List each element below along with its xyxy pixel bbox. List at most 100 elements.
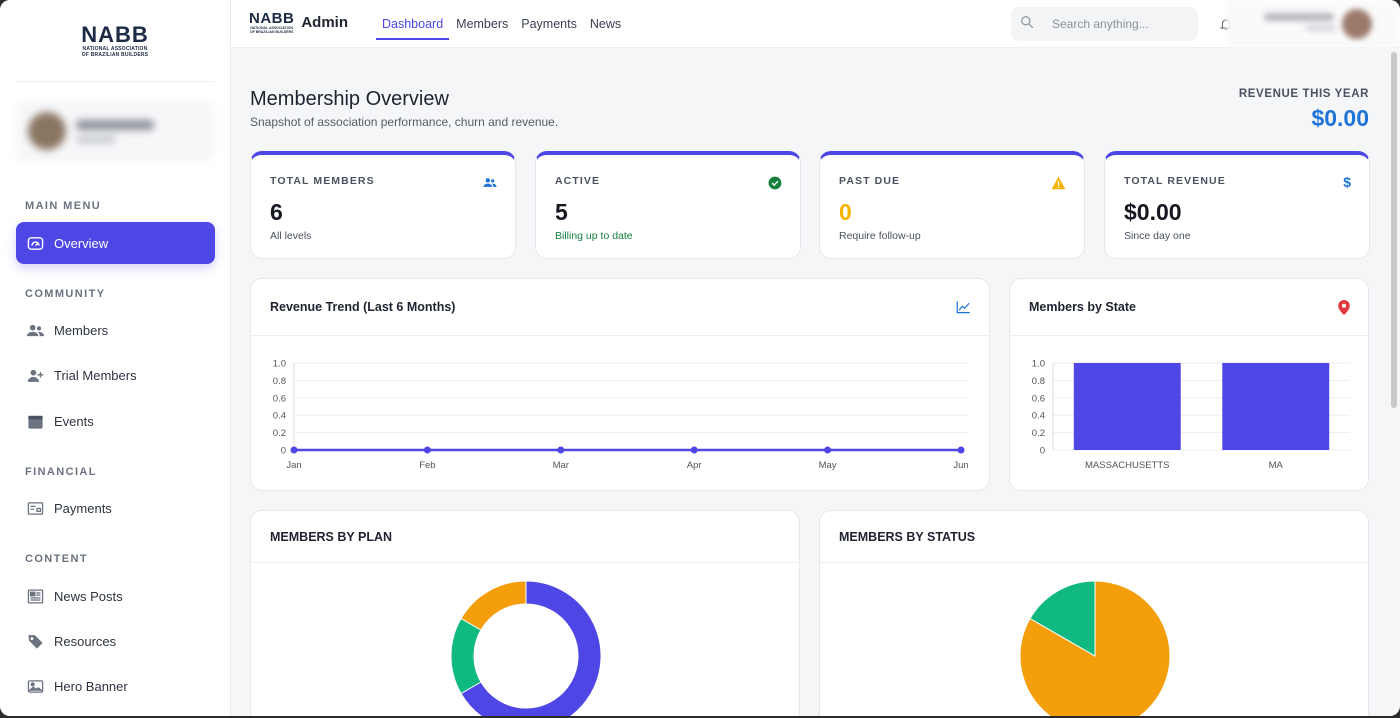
pie-slice [1019, 580, 1171, 716]
pie-slice [460, 580, 602, 716]
card-title: Members by State [1010, 279, 1368, 336]
page-scrollbar[interactable] [1391, 52, 1397, 408]
avatar [1342, 9, 1372, 39]
search-box [1011, 7, 1198, 41]
stat-value: $0.00 [1124, 199, 1182, 225]
tab-news[interactable]: News [589, 17, 622, 31]
nabb-logo[interactable]: NABB NATIONAL ASSOCIATION OF BRAZILIAN B… [81, 21, 149, 58]
sidebar-item-members[interactable]: Members [16, 309, 215, 351]
stat-value: 0 [839, 199, 852, 225]
data-point [557, 446, 565, 454]
stat-note: Since day one [1124, 230, 1191, 242]
y-tick-label: 0.2 [273, 428, 286, 439]
gauge-icon [27, 235, 44, 252]
section-main-menu: MAIN MENU [25, 200, 102, 212]
dollar-icon: $ [1343, 174, 1351, 190]
data-point [690, 446, 698, 454]
sidebar-logo-area: NABB NATIONAL ASSOCIATION OF BRAZILIAN B… [16, 0, 214, 82]
image-icon [27, 678, 44, 695]
user-profile-card[interactable] [16, 100, 214, 162]
data-point [824, 446, 832, 454]
x-tick-label: Feb [419, 460, 435, 471]
y-tick-label: 0.8 [1032, 376, 1045, 387]
stat-label: PAST DUE [839, 175, 901, 187]
user-plus-icon [27, 367, 44, 384]
stat-value: 5 [555, 199, 568, 225]
map-pin-icon[interactable] [1338, 300, 1350, 320]
y-tick-label: 0.2 [1032, 428, 1045, 439]
members-by-plan-card: MEMBERS BY PLAN [250, 510, 800, 716]
sidebar-item-label: Hero Banner [54, 678, 128, 694]
calendar-icon [27, 413, 44, 430]
pie-slice [450, 617, 482, 695]
y-tick-label: 1.0 [1032, 359, 1045, 370]
profile-menu[interactable] [1226, 0, 1400, 48]
revenue-trend-card: Revenue Trend (Last 6 Months) 1.0 0.8 0.6 0… [250, 278, 990, 491]
sidebar-item-resources[interactable]: Resources [16, 620, 215, 662]
mini-logo-tagline-2: OF BRAZILIAN BUILDERS [249, 30, 294, 34]
pie-slice [1029, 580, 1096, 657]
users-icon [483, 176, 497, 194]
top-tabs: Dashboard Members Payments News [376, 0, 628, 48]
sidebar-item-label: Overview [54, 235, 109, 251]
plan-donut-chart [450, 580, 602, 716]
chart-line-icon[interactable] [956, 300, 971, 319]
section-content: CONTENT [25, 553, 88, 565]
tab-payments[interactable]: Payments [521, 17, 577, 31]
x-tick-label: Apr [687, 460, 702, 471]
newspaper-icon [27, 588, 44, 605]
warning-icon [1051, 176, 1066, 195]
search-input[interactable] [1052, 17, 1182, 31]
x-tick-label: May [819, 460, 837, 471]
logo-wordmark: NABB [81, 21, 149, 47]
data-point [957, 446, 965, 454]
y-tick-label: 0 [281, 446, 286, 457]
mini-logo-tagline-1: NATIONAL ASSOCIATION [250, 26, 293, 30]
revenue-this-year-label: REVENUE THIS YEAR [1238, 88, 1369, 100]
sidebar-item-payments[interactable]: Payments [16, 487, 215, 529]
brand[interactable]: NABB NATIONAL ASSOCIATION OF BRAZILIAN B… [249, 11, 348, 34]
stat-card-past-due: PAST DUE 0 Require follow-up [819, 151, 1085, 259]
x-tick-label: MASSACHUSETTS [1085, 460, 1169, 471]
receipt-icon [27, 500, 44, 517]
sidebar-item-hero-banner[interactable]: Hero Banner [16, 665, 215, 707]
stat-label: ACTIVE [555, 175, 601, 187]
sidebar-item-label: Trial Members [54, 367, 137, 383]
sidebar-item-label: Payments [54, 500, 112, 516]
tag-icon [27, 633, 44, 650]
x-tick-label: Jan [286, 460, 301, 471]
stat-value: 6 [270, 199, 283, 225]
y-tick-label: 0 [1040, 446, 1045, 457]
avatar [28, 112, 66, 150]
section-financial: FINANCIAL [25, 466, 97, 478]
stat-card-total-revenue: TOTAL REVENUE $ $0.00 Since day one [1104, 151, 1370, 259]
revenue-this-year-value: $0.00 [1311, 105, 1369, 131]
status-pie-chart [1019, 580, 1171, 716]
tab-dashboard[interactable]: Dashboard [376, 0, 450, 40]
data-point [423, 446, 431, 454]
sidebar-item-events[interactable]: Events [16, 400, 215, 442]
page-title: Membership Overview [250, 88, 449, 110]
stat-card-active: ACTIVE 5 Billing up to date [535, 151, 801, 259]
sidebar-item-trial-members[interactable]: Trial Members [16, 354, 215, 396]
sidebar-item-label: Events [54, 413, 94, 429]
y-tick-label: 0.6 [273, 393, 286, 404]
nabb-mini-logo: NABB NATIONAL ASSOCIATION OF BRAZILIAN B… [249, 11, 294, 34]
check-circle-icon [768, 176, 782, 195]
stat-label: TOTAL REVENUE [1124, 175, 1226, 187]
sidebar-item-overview[interactable]: Overview [16, 222, 215, 264]
card-title: MEMBERS BY PLAN [251, 511, 799, 563]
stat-note: All levels [270, 230, 312, 242]
pie-slice [460, 580, 527, 631]
logo-tagline-1: NATIONAL ASSOCIATION [82, 45, 148, 52]
card-title: MEMBERS BY STATUS [820, 511, 1368, 563]
top-navbar: NABB NATIONAL ASSOCIATION OF BRAZILIAN B… [231, 0, 1400, 48]
sidebar-item-news-posts[interactable]: News Posts [16, 575, 215, 617]
y-tick-label: 0.8 [273, 376, 286, 387]
y-tick-label: 0.4 [1032, 411, 1045, 422]
mini-logo-wordmark: NABB [249, 10, 295, 27]
page-subtitle: Snapshot of association performance, chu… [250, 115, 559, 129]
tab-members[interactable]: Members [456, 17, 509, 31]
